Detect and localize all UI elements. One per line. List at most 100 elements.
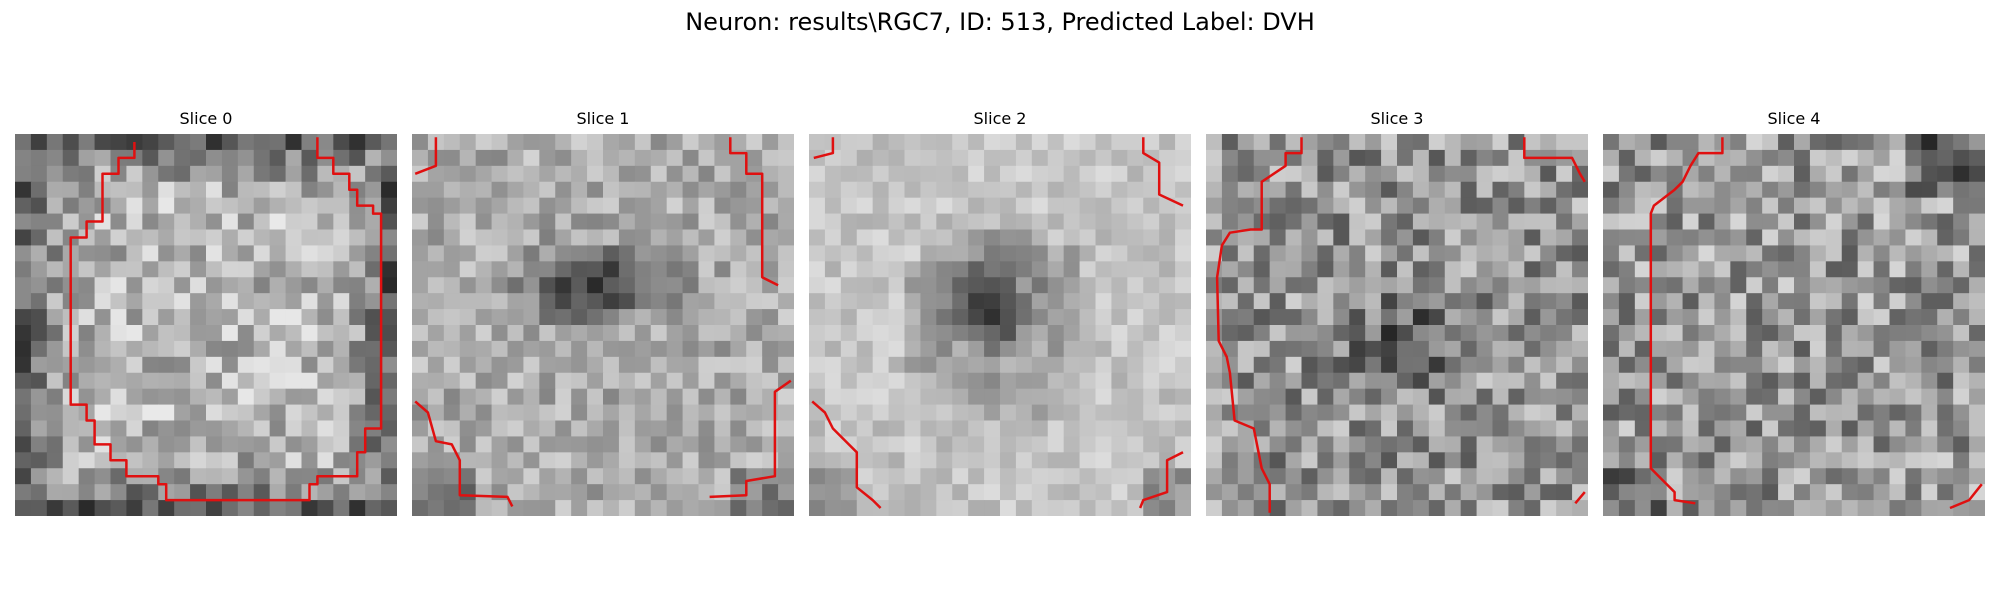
pixel-cell bbox=[856, 452, 874, 469]
pixel-cell bbox=[1127, 134, 1144, 151]
pixel-cell bbox=[1698, 356, 1716, 374]
pixel-cell bbox=[507, 165, 525, 183]
pixel-cell bbox=[1969, 340, 1985, 358]
pixel-cell bbox=[1762, 149, 1779, 167]
pixel-cell bbox=[1762, 229, 1779, 247]
pixel-cell bbox=[507, 404, 525, 422]
pixel-cell bbox=[1778, 245, 1795, 262]
pixel-cell bbox=[301, 325, 319, 342]
pixel-cell bbox=[475, 452, 493, 469]
pixel-cell bbox=[94, 245, 112, 262]
pixel-cell bbox=[682, 356, 700, 374]
pixel-cell bbox=[539, 404, 556, 422]
pixel-cell bbox=[555, 261, 572, 278]
pixel-cell bbox=[1969, 245, 1985, 262]
pixel-cell bbox=[158, 436, 175, 453]
pixel-cell bbox=[206, 245, 223, 262]
pixel-cell bbox=[15, 500, 32, 516]
pixel-cell bbox=[1031, 340, 1049, 358]
pixel-cell bbox=[1111, 436, 1128, 453]
pixel-cell bbox=[1221, 165, 1239, 183]
pixel-cell bbox=[1349, 388, 1366, 406]
pixel-cell bbox=[984, 325, 1001, 342]
pixel-cell bbox=[1524, 340, 1541, 358]
pixel-cell bbox=[539, 500, 556, 516]
pixel-cell bbox=[539, 261, 556, 278]
pixel-cell bbox=[1714, 404, 1731, 422]
pixel-cell bbox=[1969, 213, 1985, 231]
pixel-cell bbox=[1556, 388, 1573, 406]
pixel-cell bbox=[682, 277, 700, 294]
pixel-cell bbox=[888, 293, 906, 310]
pixel-cell bbox=[333, 293, 350, 310]
pixel-cell bbox=[872, 261, 890, 278]
pixel-cell bbox=[539, 356, 556, 374]
pixel-cell bbox=[1206, 340, 1223, 358]
pixel-cell bbox=[30, 468, 48, 485]
pixel-cell bbox=[698, 340, 716, 358]
pixel-cell bbox=[1682, 245, 1700, 262]
pixel-cell bbox=[1000, 468, 1017, 485]
pixel-cell bbox=[1444, 452, 1462, 469]
pixel-cell bbox=[856, 245, 874, 262]
pixel-cell bbox=[1857, 165, 1875, 183]
pixel-cell bbox=[1730, 468, 1747, 485]
pixel-cell bbox=[142, 213, 159, 231]
pixel-cell bbox=[746, 420, 763, 438]
pixel-cell bbox=[237, 229, 255, 247]
pixel-cell bbox=[1381, 245, 1398, 262]
pixel-cell bbox=[1762, 372, 1779, 390]
slice-1-title: Slice 1 bbox=[576, 109, 630, 128]
pixel-cell bbox=[1556, 261, 1573, 278]
pixel-cell bbox=[1618, 404, 1636, 422]
pixel-cell bbox=[30, 261, 48, 278]
pixel-cell bbox=[650, 293, 668, 310]
pixel-cell bbox=[856, 404, 874, 422]
pixel-cell bbox=[1412, 181, 1430, 199]
pixel-cell bbox=[1650, 293, 1668, 310]
pixel-cell bbox=[1666, 388, 1684, 406]
pixel-cell bbox=[1428, 452, 1446, 469]
pixel-cell bbox=[1746, 197, 1763, 215]
pixel-cell bbox=[1666, 468, 1684, 485]
pixel-cell bbox=[381, 165, 397, 183]
pixel-cell bbox=[618, 134, 636, 151]
slice-4-canvas bbox=[1603, 134, 1985, 516]
pixel-cell bbox=[1031, 500, 1049, 516]
pixel-cell bbox=[30, 484, 48, 501]
pixel-cell bbox=[1253, 229, 1271, 247]
pixel-cell bbox=[78, 134, 96, 151]
pixel-cell bbox=[634, 309, 652, 326]
pixel-cell bbox=[1333, 261, 1350, 278]
pixel-cell bbox=[1095, 181, 1113, 199]
pixel-cell bbox=[1508, 436, 1525, 453]
pixel-cell bbox=[94, 229, 112, 247]
pixel-cell bbox=[730, 181, 747, 199]
pixel-cell bbox=[1317, 356, 1334, 374]
pixel-cell bbox=[904, 420, 922, 438]
pixel-cell bbox=[1841, 356, 1859, 374]
pixel-cell bbox=[1079, 452, 1097, 469]
pixel-cell bbox=[1762, 213, 1779, 231]
pixel-cell bbox=[539, 293, 556, 310]
pixel-cell bbox=[603, 388, 620, 406]
pixel-cell bbox=[285, 134, 303, 151]
pixel-cell bbox=[1365, 197, 1382, 215]
slice-2-title: Slice 2 bbox=[973, 109, 1027, 128]
pixel-cell bbox=[333, 436, 350, 453]
pixel-cell bbox=[1921, 340, 1938, 358]
pixel-cell bbox=[1714, 325, 1731, 342]
pixel-cell bbox=[1031, 468, 1049, 485]
pixel-cell bbox=[1159, 245, 1176, 262]
pixel-cell bbox=[78, 372, 96, 390]
pixel-cell bbox=[1634, 340, 1652, 358]
pixel-cell bbox=[30, 388, 48, 406]
pixel-cell bbox=[285, 309, 303, 326]
pixel-cell bbox=[1000, 293, 1017, 310]
pixel-cell bbox=[984, 404, 1001, 422]
pixel-cell bbox=[1269, 245, 1287, 262]
pixel-cell bbox=[1953, 325, 1970, 342]
pixel-cell bbox=[650, 372, 668, 390]
pixel-cell bbox=[666, 197, 684, 215]
pixel-cell bbox=[15, 372, 32, 390]
